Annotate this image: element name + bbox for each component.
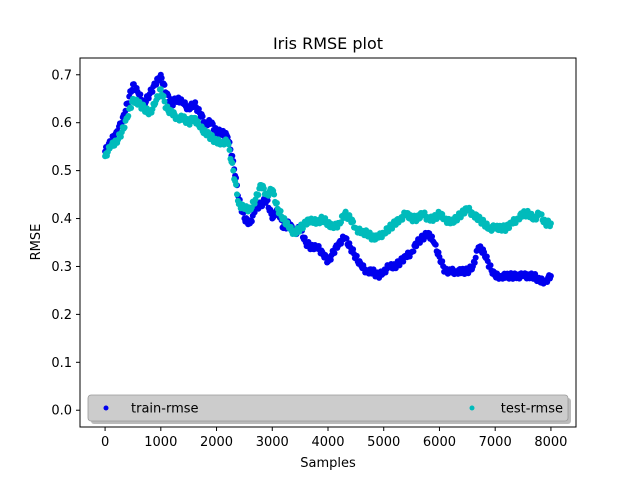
train-rmse-point xyxy=(481,249,488,256)
test-rmse-point xyxy=(260,185,267,192)
test-rmse-point xyxy=(230,167,237,174)
y-axis-label: RMSE xyxy=(29,224,44,261)
train-rmse-point xyxy=(547,273,554,280)
train-rmse-point xyxy=(432,241,439,248)
test-rmse-point xyxy=(229,159,236,166)
test-rmse-point xyxy=(117,133,124,140)
train-rmse-point xyxy=(410,248,417,255)
legend: train-rmse test-rmse xyxy=(87,394,571,424)
test-rmse-point xyxy=(506,225,513,232)
y-tick-label: 0.1 xyxy=(51,356,72,371)
train-rmse-point xyxy=(471,259,478,266)
test-rmse-point xyxy=(255,191,262,198)
x-tick-label: 1000 xyxy=(144,435,177,450)
x-tick-label: 0 xyxy=(101,435,109,450)
train-rmse-point xyxy=(350,246,357,253)
y-tick-label: 0.5 xyxy=(51,164,72,179)
test-rmse-point xyxy=(277,207,284,214)
train-rmse-point xyxy=(137,91,144,98)
train-rmse-point xyxy=(353,252,360,259)
y-tick-label: 0.3 xyxy=(51,260,72,275)
x-tick-label: 5000 xyxy=(367,435,400,450)
x-axis: 0 1000 2000 3000 4000 5000 6000 7000 8000 xyxy=(101,427,567,450)
test-rmse-point xyxy=(226,146,233,153)
legend-box xyxy=(87,394,569,422)
x-tick-label: 3000 xyxy=(256,435,289,450)
train-rmse-point xyxy=(439,258,446,265)
y-tick-label: 0.0 xyxy=(51,404,72,419)
x-tick-label: 7000 xyxy=(479,435,512,450)
series-train-rmse xyxy=(102,71,554,287)
train-rmse-point xyxy=(483,253,490,260)
test-rmse-point xyxy=(299,225,306,232)
x-tick-label: 2000 xyxy=(200,435,233,450)
test-rmse-point xyxy=(225,141,232,148)
train-rmse-point xyxy=(199,113,206,120)
test-rmse-point xyxy=(538,211,545,218)
test-rmse-point xyxy=(273,199,280,206)
test-rmse-point xyxy=(322,215,329,222)
test-rmse-point xyxy=(161,98,168,105)
test-rmse-point xyxy=(271,191,278,198)
legend-label-test-rmse: test-rmse xyxy=(501,402,563,417)
test-rmse-point xyxy=(547,220,554,227)
series-test-rmse xyxy=(102,86,554,243)
train-rmse-point xyxy=(301,234,308,241)
train-rmse-point xyxy=(248,218,255,225)
train-rmse-point xyxy=(343,235,350,242)
train-rmse-point xyxy=(429,233,436,240)
test-rmse-point xyxy=(128,104,135,111)
train-rmse-point xyxy=(161,81,168,88)
legend-label-train-rmse: train-rmse xyxy=(131,402,199,417)
train-rmse-point xyxy=(149,88,156,95)
x-axis-label: Samples xyxy=(300,456,356,471)
train-rmse-point xyxy=(487,262,494,269)
y-tick-label: 0.2 xyxy=(51,308,72,323)
test-rmse-point xyxy=(233,181,240,188)
y-tick-label: 0.4 xyxy=(51,212,72,227)
train-rmse-point xyxy=(436,253,443,260)
test-rmse-point xyxy=(233,191,240,198)
x-tick-label: 4000 xyxy=(311,435,344,450)
train-rmse-point xyxy=(327,256,334,263)
x-tick-label: 6000 xyxy=(423,435,456,450)
chart-title: Iris RMSE plot xyxy=(273,34,383,53)
test-rmse-point xyxy=(350,218,357,225)
test-rmse-point xyxy=(121,124,128,131)
train-rmse-point xyxy=(192,99,199,106)
series-layer xyxy=(102,71,554,287)
train-rmse-point xyxy=(158,75,165,82)
test-rmse-point xyxy=(160,92,167,99)
test-rmse-point xyxy=(125,113,132,120)
legend-marker-train-rmse xyxy=(103,405,109,411)
train-rmse-point xyxy=(472,254,479,261)
legend-marker-test-rmse xyxy=(469,405,475,411)
y-axis: 0.0 0.1 0.2 0.3 0.4 0.5 0.6 0.7 xyxy=(51,68,80,419)
x-tick-label: 8000 xyxy=(534,435,567,450)
test-rmse-point xyxy=(439,211,446,218)
train-rmse-point xyxy=(331,250,338,257)
train-rmse-point xyxy=(435,249,442,256)
y-tick-label: 0.6 xyxy=(51,116,72,131)
y-tick-label: 0.7 xyxy=(51,68,72,83)
test-rmse-point xyxy=(483,220,490,227)
train-rmse-point xyxy=(400,258,407,265)
test-rmse-point xyxy=(157,86,164,93)
